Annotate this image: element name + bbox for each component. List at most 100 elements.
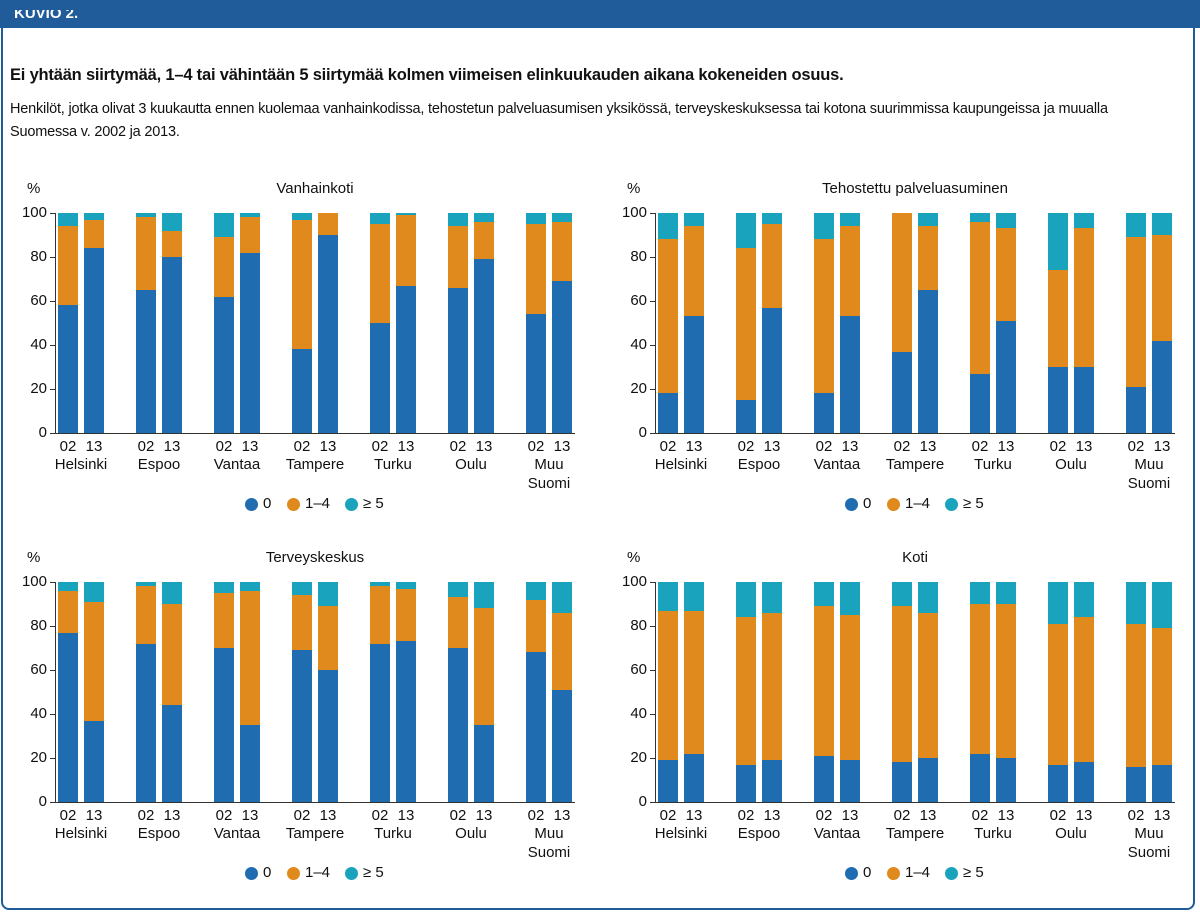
subtitle: Henkilöt, jotka olivat 3 kuukautta ennen…	[10, 101, 1108, 140]
bar-segment	[370, 586, 390, 644]
x-tick-label: 13	[319, 807, 337, 824]
bar-segment	[552, 213, 572, 222]
x-tick-label: 02	[971, 438, 989, 455]
y-tick	[50, 213, 55, 214]
y-tick	[50, 433, 55, 434]
bar-segment	[474, 213, 494, 222]
bar-segment	[1074, 762, 1094, 802]
x-tick-label: 13	[397, 807, 415, 824]
y-tick	[50, 714, 55, 715]
bar-segment	[136, 217, 156, 290]
bar-segment	[162, 257, 182, 433]
x-tick-label: 02	[527, 807, 545, 824]
x-tick-label: 13	[1075, 807, 1093, 824]
bar-segment	[396, 215, 416, 286]
x-tick-label: 02	[449, 807, 467, 824]
x-tick-label: 02	[371, 807, 389, 824]
x-tick-label: 13	[241, 807, 259, 824]
bar-segment	[240, 725, 260, 802]
bar-segment	[840, 316, 860, 433]
y-tick	[50, 802, 55, 803]
bar-segment	[292, 582, 312, 596]
group-label: Helsinki	[654, 825, 708, 842]
bar-segment	[814, 213, 834, 240]
group-label: Oulu	[1055, 825, 1087, 842]
bar-segment	[1048, 213, 1068, 271]
bar-segment	[1152, 340, 1172, 433]
bar-segment	[658, 582, 678, 611]
y-tick	[650, 714, 655, 715]
bar-segment	[840, 615, 860, 761]
x-tick-label: 13	[475, 807, 493, 824]
bar-segment	[918, 612, 938, 758]
x-tick-label: 13	[85, 807, 103, 824]
y-tick-label: 0	[638, 424, 647, 441]
bar-segment	[84, 601, 104, 721]
x-tick-label: 02	[659, 438, 677, 455]
bar-segment	[240, 582, 260, 591]
bar-segment	[526, 314, 546, 433]
bar-segment	[684, 753, 704, 802]
group-label: Oulu	[1055, 456, 1087, 473]
bar-segment	[840, 582, 860, 615]
bar-segment	[240, 217, 260, 253]
chart-title: Tehostettu palveluasuminen	[822, 180, 1008, 197]
bar-segment	[448, 287, 468, 433]
bar-segment	[684, 213, 704, 227]
y-tick	[50, 670, 55, 671]
legend-label: ≥ 5	[963, 495, 984, 512]
x-tick-label: 02	[1049, 807, 1067, 824]
bar-segment	[318, 582, 338, 607]
bar-segment	[84, 582, 104, 602]
x-tick-label: 13	[553, 807, 571, 824]
y-tick-label: 40	[30, 705, 47, 722]
bar-segment	[736, 213, 756, 249]
y-tick-label: 0	[38, 793, 47, 810]
y-tick-label: 20	[30, 380, 47, 397]
bar-segment	[474, 725, 494, 802]
bar-segment	[1074, 367, 1094, 433]
bar-segment	[996, 604, 1016, 758]
bar-segment	[970, 213, 990, 222]
bar-segment	[370, 224, 390, 323]
bar-segment	[58, 305, 78, 433]
bar-segment	[658, 610, 678, 761]
bar-segment	[552, 221, 572, 282]
y-tick-label: 20	[630, 380, 647, 397]
bar-segment	[684, 610, 704, 754]
x-tick-label: 13	[919, 438, 937, 455]
bar-segment	[840, 760, 860, 802]
bar-segment	[318, 670, 338, 802]
bar-segment	[136, 643, 156, 802]
bar-segment	[970, 582, 990, 604]
x-tick-label: 02	[215, 438, 233, 455]
legend-label: ≥ 5	[363, 864, 384, 881]
bar-segment	[918, 582, 938, 613]
legend-label: 1–4	[305, 495, 331, 512]
x-tick-label: 02	[815, 807, 833, 824]
bar-segment	[892, 582, 912, 607]
bar-segment	[136, 582, 156, 587]
y-tick-label: 80	[30, 617, 47, 634]
bar-segment	[292, 219, 312, 350]
y-tick-label: 60	[30, 661, 47, 678]
bar-segment	[1126, 582, 1146, 624]
legend-label: 1–4	[905, 495, 931, 512]
bar-segment	[474, 221, 494, 260]
x-tick-label: 13	[841, 438, 859, 455]
group-label: Espoo	[737, 456, 781, 473]
bar-segment	[1152, 582, 1172, 629]
y-tick-label: 20	[30, 749, 47, 766]
x-tick-label: 02	[659, 807, 677, 824]
bar-segment	[762, 612, 782, 761]
group-label: Espoo	[137, 456, 181, 473]
bar-segment	[474, 582, 494, 609]
bar-segment	[136, 213, 156, 218]
bar-segment	[736, 764, 756, 802]
chart-title: Vanhainkoti	[276, 180, 354, 197]
bar-segment	[996, 213, 1016, 229]
bar-segment	[552, 281, 572, 433]
bar-segment	[918, 290, 938, 433]
x-tick-label: 02	[59, 807, 77, 824]
